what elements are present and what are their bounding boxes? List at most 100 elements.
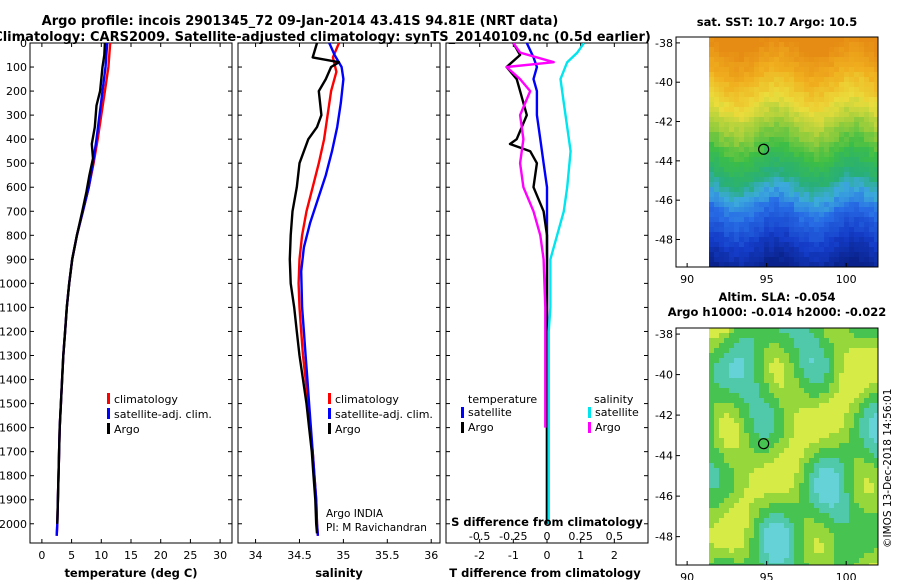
sst-cell — [709, 247, 714, 252]
sst-cell — [824, 112, 829, 117]
sla-cell — [789, 433, 794, 438]
sla-cell — [779, 498, 784, 503]
sla-cell — [719, 448, 724, 453]
sla-cell — [829, 518, 834, 523]
sst-cell — [784, 92, 789, 97]
sla-cell — [719, 348, 724, 353]
sla-cell — [739, 503, 744, 508]
sst-cell — [854, 232, 859, 237]
sla-cell — [864, 533, 869, 538]
sst-cell — [844, 202, 849, 207]
sla-cell — [759, 488, 764, 493]
sla-cell — [739, 518, 744, 523]
sla-cell — [874, 453, 878, 458]
sst-cell — [754, 212, 759, 217]
sst-cell — [789, 167, 794, 172]
sla-cell — [809, 533, 814, 538]
sst-cell — [724, 82, 729, 87]
x-tick-label: 15 — [124, 549, 138, 562]
sst-cell — [819, 202, 824, 207]
sla-cell — [834, 343, 839, 348]
sst-cell — [819, 102, 824, 107]
sla-cell — [734, 493, 739, 498]
sla-cell — [849, 518, 854, 523]
sla-cell — [819, 503, 824, 508]
sst-cell — [769, 207, 774, 212]
sla-cell — [709, 338, 714, 343]
sla-cell — [719, 458, 724, 463]
sst-cell — [724, 37, 729, 42]
sla-cell — [724, 468, 729, 473]
sla-cell — [789, 358, 794, 363]
sla-cell — [804, 493, 809, 498]
sla-cell — [729, 528, 734, 533]
sla-cell — [789, 328, 794, 333]
sla-cell — [874, 508, 878, 513]
sla-cell — [809, 438, 814, 443]
sst-cell — [804, 132, 809, 137]
sst-cell — [844, 152, 849, 157]
depth-tick-label: 1400 — [0, 374, 27, 387]
sla-cell — [809, 428, 814, 433]
series-line-salinity-satellite — [547, 43, 585, 524]
sst-cell — [819, 67, 824, 72]
sst-cell — [799, 37, 804, 42]
sst-cell — [794, 177, 799, 182]
sla-cell — [799, 543, 804, 548]
sla-cell — [869, 498, 874, 503]
sst-cell — [809, 177, 814, 182]
sst-cell — [819, 82, 824, 87]
sst-cell — [854, 192, 859, 197]
sla-cell — [784, 473, 789, 478]
sla-cell — [714, 463, 719, 468]
sst-cell — [739, 187, 744, 192]
sla-cell — [819, 328, 824, 333]
sst-cell — [834, 127, 839, 132]
sst-cell — [864, 77, 869, 82]
sla-cell — [744, 543, 749, 548]
sla-cell — [849, 418, 854, 423]
sst-cell — [819, 57, 824, 62]
sla-cell — [774, 508, 779, 513]
sst-cell — [804, 172, 809, 177]
sla-cell — [719, 403, 724, 408]
sst-cell — [864, 237, 869, 242]
sla-cell — [764, 423, 769, 428]
sst-cell — [709, 162, 714, 167]
sst-cell — [794, 92, 799, 97]
sst-cell — [804, 47, 809, 52]
sst-cell — [869, 207, 874, 212]
sla-cell — [724, 413, 729, 418]
sla-cell — [844, 438, 849, 443]
sla-cell — [734, 378, 739, 383]
sla-cell — [864, 348, 869, 353]
sla-cell — [714, 478, 719, 483]
sla-cell — [859, 493, 864, 498]
sla-cell — [799, 408, 804, 413]
sst-cell — [824, 42, 829, 47]
map-x-tick-label: 90 — [680, 273, 694, 286]
sla-cell — [804, 523, 809, 528]
sst-cell — [809, 142, 814, 147]
sst-cell — [874, 212, 878, 217]
sla-map-axes: 90 95 100-38-40-42-44-46-48 — [655, 328, 857, 580]
sst-cell — [709, 177, 714, 182]
sst-cell — [724, 262, 729, 267]
sst-cell — [804, 192, 809, 197]
sla-cell — [834, 488, 839, 493]
sla-cell — [869, 543, 874, 548]
sla-cell — [819, 478, 824, 483]
sst-cell — [804, 152, 809, 157]
sla-cell — [839, 473, 844, 478]
sst-cell — [779, 42, 784, 47]
sst-cell — [819, 107, 824, 112]
sla-cell — [819, 408, 824, 413]
map-y-tick-label: -38 — [655, 328, 673, 341]
sst-cell — [729, 107, 734, 112]
sla-cell — [749, 333, 754, 338]
sla-cell — [804, 378, 809, 383]
sst-cell — [834, 132, 839, 137]
sst-cell — [779, 162, 784, 167]
sla-cell — [734, 463, 739, 468]
map-y-tick-label: -44 — [655, 450, 673, 463]
